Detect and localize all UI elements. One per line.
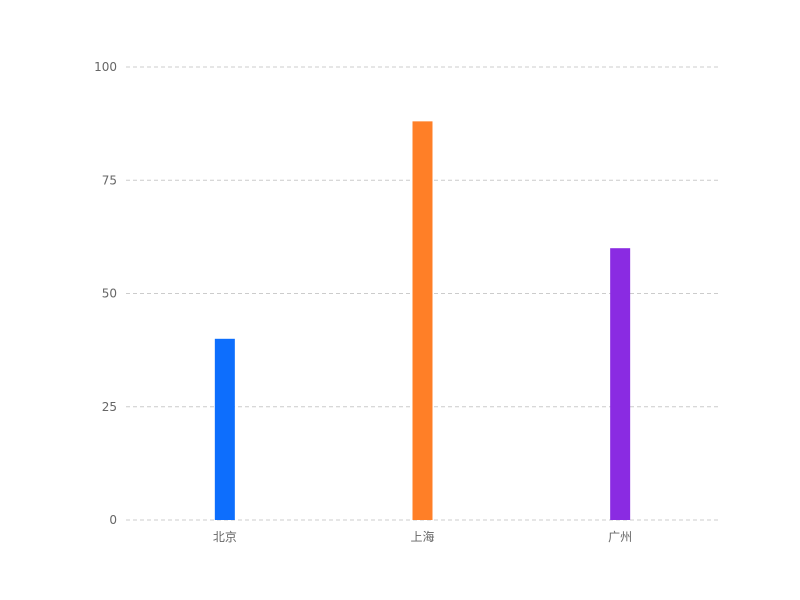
- y-tick-label: 50: [102, 287, 117, 301]
- bar-3[interactable]: [610, 248, 631, 520]
- y-tick-label: 25: [102, 400, 117, 414]
- x-axis: 北京 上海 广州: [213, 529, 632, 544]
- y-tick-label: 75: [102, 173, 117, 187]
- x-tick-label: 广州: [608, 530, 632, 544]
- bar-1[interactable]: [214, 338, 235, 520]
- y-axis: 0 25 50 75 100: [94, 60, 117, 527]
- x-tick-label: 上海: [410, 529, 434, 544]
- bars: [214, 121, 631, 521]
- bar-2[interactable]: [412, 121, 433, 521]
- x-tick-label: 北京: [213, 530, 237, 544]
- y-tick-label: 100: [94, 60, 117, 74]
- y-tick-label: 0: [109, 513, 117, 527]
